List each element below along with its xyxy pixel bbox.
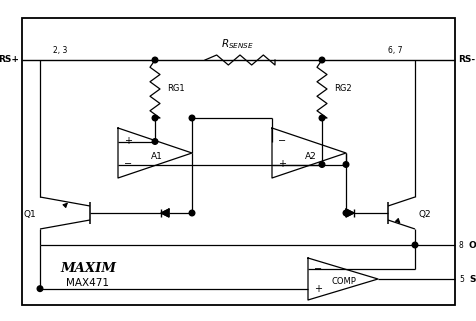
Text: A2: A2 — [304, 152, 316, 161]
Circle shape — [152, 115, 158, 121]
Text: 2, 3: 2, 3 — [53, 46, 67, 55]
Text: RS-: RS- — [457, 56, 474, 65]
Text: MAXIM: MAXIM — [60, 262, 116, 274]
Text: Q2: Q2 — [418, 211, 431, 220]
Text: SIGN: SIGN — [468, 274, 476, 283]
Circle shape — [342, 210, 348, 216]
Text: Q1: Q1 — [23, 211, 36, 220]
Text: A1: A1 — [150, 152, 162, 161]
Text: +: + — [278, 160, 286, 169]
Circle shape — [37, 286, 43, 291]
Circle shape — [342, 162, 348, 167]
Text: −: − — [313, 264, 321, 274]
Polygon shape — [345, 209, 353, 217]
Circle shape — [318, 57, 324, 63]
Circle shape — [318, 115, 324, 121]
Text: COMP: COMP — [331, 277, 356, 287]
Text: −: − — [278, 136, 286, 146]
Text: $R_{SENSE}$: $R_{SENSE}$ — [221, 37, 254, 51]
Circle shape — [152, 57, 158, 63]
Text: MAX471: MAX471 — [66, 278, 109, 288]
Circle shape — [411, 242, 417, 248]
Circle shape — [189, 115, 194, 121]
Text: RG2: RG2 — [333, 84, 351, 93]
Polygon shape — [161, 209, 169, 217]
Circle shape — [318, 162, 324, 167]
Text: OUT: OUT — [468, 240, 476, 249]
Text: 8: 8 — [458, 240, 463, 249]
Text: +: + — [313, 284, 321, 294]
Text: +: + — [124, 136, 132, 146]
Text: 6, 7: 6, 7 — [387, 46, 401, 55]
Circle shape — [189, 210, 194, 216]
Text: RS+: RS+ — [0, 56, 19, 65]
Text: 5: 5 — [458, 274, 463, 283]
Circle shape — [152, 139, 158, 144]
Bar — [22, 18, 454, 305]
Text: −: − — [124, 160, 132, 169]
Text: RG1: RG1 — [167, 84, 184, 93]
